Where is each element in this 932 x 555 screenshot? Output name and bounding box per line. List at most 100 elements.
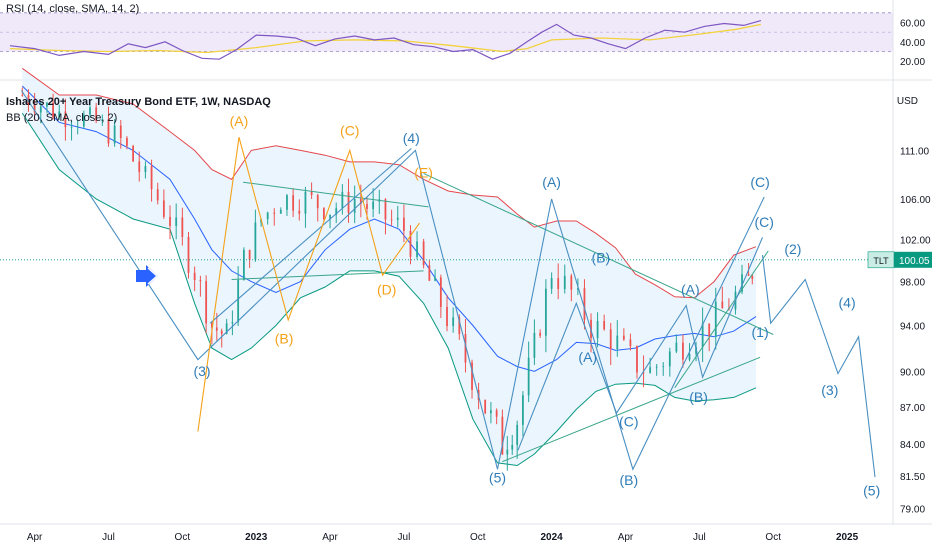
candle-body [668, 351, 671, 367]
candle-body [675, 342, 678, 352]
candle-body [220, 330, 223, 335]
candle-body [622, 335, 625, 340]
candle-body [527, 357, 530, 396]
candle-body [187, 236, 190, 273]
price-tick-label: 106.00 [900, 195, 931, 206]
candle-body [70, 126, 73, 128]
candle-body [403, 217, 405, 231]
time-tick-label: Jul [398, 532, 411, 543]
elliott-wave-blue [517, 237, 764, 451]
candle-body [335, 208, 338, 215]
time-tick-label: Jul [102, 532, 115, 543]
currency-label[interactable]: USD [896, 96, 918, 107]
candle-body [27, 95, 30, 105]
candle-body [310, 191, 313, 195]
wave-label: (3) [821, 382, 838, 398]
candle-body [101, 119, 104, 122]
wave-label: (B) [689, 389, 708, 405]
candle-body [193, 272, 196, 281]
candle-body [273, 212, 276, 214]
candle-body [741, 274, 743, 292]
candle-body [603, 321, 606, 330]
candle-body [390, 219, 393, 221]
candle-body [751, 275, 754, 280]
candle-body [609, 329, 612, 350]
candle-body [506, 449, 509, 455]
candle-body [636, 346, 638, 373]
candle-body [714, 301, 717, 337]
candle-body [323, 208, 325, 220]
candle-body [341, 191, 344, 209]
rsi-tick-label: 40.00 [900, 38, 925, 49]
candle-body [138, 161, 141, 173]
candle-body [254, 222, 257, 260]
candle-body [33, 104, 36, 113]
arrow-marker [136, 265, 158, 287]
wave-label: (B) [619, 472, 638, 488]
candle-body [516, 424, 519, 445]
trendline [243, 181, 429, 208]
rsi-ma-line [9, 23, 762, 54]
candle-body [747, 274, 750, 276]
candle-body [649, 367, 652, 373]
candle-body [150, 166, 153, 190]
candle-body [237, 280, 240, 323]
price-tick-label: 98.00 [900, 278, 925, 289]
candle-body [113, 125, 116, 144]
candle-body [169, 216, 171, 227]
last-price-tag [894, 251, 932, 268]
candle-body [416, 241, 418, 257]
time-tick-label: Oct [765, 532, 781, 543]
candle-body [434, 277, 437, 281]
candle-body [533, 332, 536, 358]
bb-legend[interactable]: BB (20, SMA, close, 2) [6, 112, 118, 124]
time-tick-label: 2024 [541, 532, 564, 543]
candle-body [52, 102, 54, 118]
candle-body [126, 138, 128, 147]
bb-upper-band [22, 67, 757, 299]
candle-body [21, 94, 24, 96]
chart-title[interactable]: Ishares 20+ Year Treasury Bond ETF, 1W, … [6, 96, 271, 108]
candle-body [550, 278, 553, 289]
wave-label: (C) [619, 414, 638, 430]
time-tick-label: Apr [27, 532, 43, 543]
time-tick-label: Oct [175, 532, 191, 543]
wave-label: (C) [750, 174, 769, 190]
candle-body [428, 265, 431, 281]
candle-body [242, 249, 245, 281]
rsi-legend[interactable]: RSI (14, close, SMA, 14, 2) [6, 3, 140, 15]
trendline [502, 356, 761, 463]
candle-body [329, 214, 331, 220]
wave-label: (1) [752, 324, 769, 340]
elliott-wave-blue [21, 90, 765, 471]
wave-label: (C) [340, 122, 359, 138]
candle-body [286, 195, 288, 210]
candle-body [409, 230, 412, 257]
candle-body [422, 241, 425, 266]
symbol-tag-label: TLT [873, 256, 889, 266]
wave-label: (A) [542, 174, 561, 190]
price-tick-label: 94.00 [900, 321, 925, 332]
candle-body [682, 342, 684, 360]
candle-body [107, 119, 110, 144]
candle-body [64, 111, 67, 128]
candle-body [359, 198, 362, 204]
trendline [231, 270, 424, 280]
price-tick-label: 79.00 [900, 505, 925, 516]
wave-label: (A) [681, 282, 700, 298]
candle-body [144, 166, 147, 173]
candle-body [446, 306, 448, 327]
time-tick-label: Jul [693, 532, 706, 543]
wave-label: (3) [193, 363, 210, 379]
candle-body [629, 339, 632, 347]
candle-body [175, 217, 178, 227]
candle-body [688, 353, 691, 360]
candle-body [279, 209, 282, 214]
rsi-tick-label: 60.00 [900, 19, 925, 30]
candle-body [181, 217, 184, 237]
candle-body [464, 334, 467, 363]
price-tick-label: 87.00 [900, 403, 925, 414]
wave-label: (4) [839, 295, 856, 311]
